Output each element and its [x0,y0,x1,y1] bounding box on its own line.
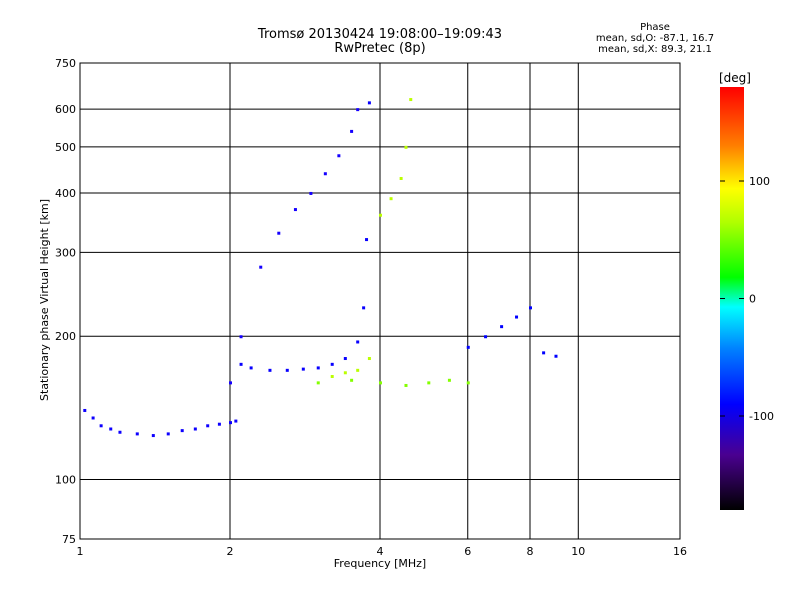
data-point [193,427,197,431]
phase-legend-x-mode: mean, sd,X: 89.3, 21.1 [598,44,712,55]
data-point [151,434,155,438]
data-point [343,371,347,375]
data-point [389,197,393,201]
x-tick-label: 4 [377,545,384,558]
data-point [285,368,289,372]
axis-layer: 1 2 4 6 8 10 16 75 100 200 300 400 500 600 750 [55,57,687,558]
data-point [362,306,366,310]
grid-layer [80,63,680,539]
data-point [259,265,263,269]
data-point [217,422,221,426]
data-point [316,381,320,385]
data-point [350,129,354,133]
y-tick-label: 600 [55,103,76,116]
data-point [99,424,103,428]
data-point [330,362,334,366]
data-point [301,367,305,371]
data-point [399,176,403,180]
data-point [180,429,184,433]
data-point [249,366,253,370]
x-axis-label: Frequency [MHz] [334,557,426,570]
phase-legend-heading: Phase [640,22,670,33]
phase-legend-o-mode: mean, sd,O: -87.1, 16.7 [595,33,715,44]
data-point [404,383,408,387]
data-point [356,340,360,344]
data-point [206,424,210,428]
y-tick-label: 750 [55,57,76,70]
y-tick-label: 75 [62,533,76,546]
data-point [367,101,371,105]
data-point [309,191,313,195]
x-tick-label: 2 [227,545,234,558]
x-tick-label: 10 [571,545,585,558]
y-tick-label: 300 [55,246,76,259]
data-point [316,366,320,370]
data-point [466,345,470,349]
colorbar-ticks: 100 0 -100 [720,175,774,423]
data-point-layer [83,98,558,438]
data-point [409,98,413,102]
colorbar-tick-label: 0 [749,293,756,306]
y-tick-label: 200 [55,330,76,343]
data-point [404,145,408,149]
data-point [229,381,232,385]
data-point [234,419,238,423]
data-point [330,375,334,379]
data-point [323,172,327,176]
data-point [500,325,504,329]
data-point [466,381,470,385]
data-point [293,208,297,212]
data-point [118,430,122,434]
data-point [542,351,546,355]
data-point [337,154,341,158]
data-point [356,368,360,372]
data-point [350,378,354,382]
colorbar-tick-label: 100 [749,175,770,188]
x-tick-label: 8 [527,545,534,558]
data-point [365,238,369,242]
y-tick-label: 100 [55,474,76,487]
colorbar: [deg] 100 0 -100 [719,71,774,510]
data-point [109,427,113,431]
data-point [239,335,243,339]
x-tick-label: 16 [673,545,687,558]
data-point [427,381,431,385]
data-point [229,421,232,425]
y-tick-label: 500 [55,141,76,154]
data-point [135,432,139,436]
y-axis-label: Stationary phase Virtual Height [km] [38,199,51,401]
plot-frame [79,62,681,540]
data-point [83,408,87,412]
data-point [239,362,243,366]
data-point [343,357,347,361]
data-point [268,368,272,372]
x-tick-label: 1 [77,545,84,558]
x-tick-label: 6 [464,545,471,558]
colorbar-tick-label: -100 [749,410,774,423]
phase-legend: Phase mean, sd,O: -87.1, 16.7 mean, sd,X… [585,22,725,55]
data-point [447,378,451,382]
data-point [277,231,281,235]
colorbar-unit-label: [deg] [719,71,751,85]
data-point [91,416,95,420]
data-point [379,213,382,217]
data-point [356,108,360,112]
data-point [529,306,532,310]
data-point [166,432,170,436]
data-point [554,354,558,358]
data-point [367,357,371,361]
data-point [484,335,488,339]
y-tick-label: 400 [55,187,76,200]
data-point [379,381,382,385]
chart-title: Tromsø 20130424 19:08:00–19:09:43 [257,27,503,42]
chart-subtitle: RwPretec (8p) [334,41,426,56]
data-point [515,315,519,319]
